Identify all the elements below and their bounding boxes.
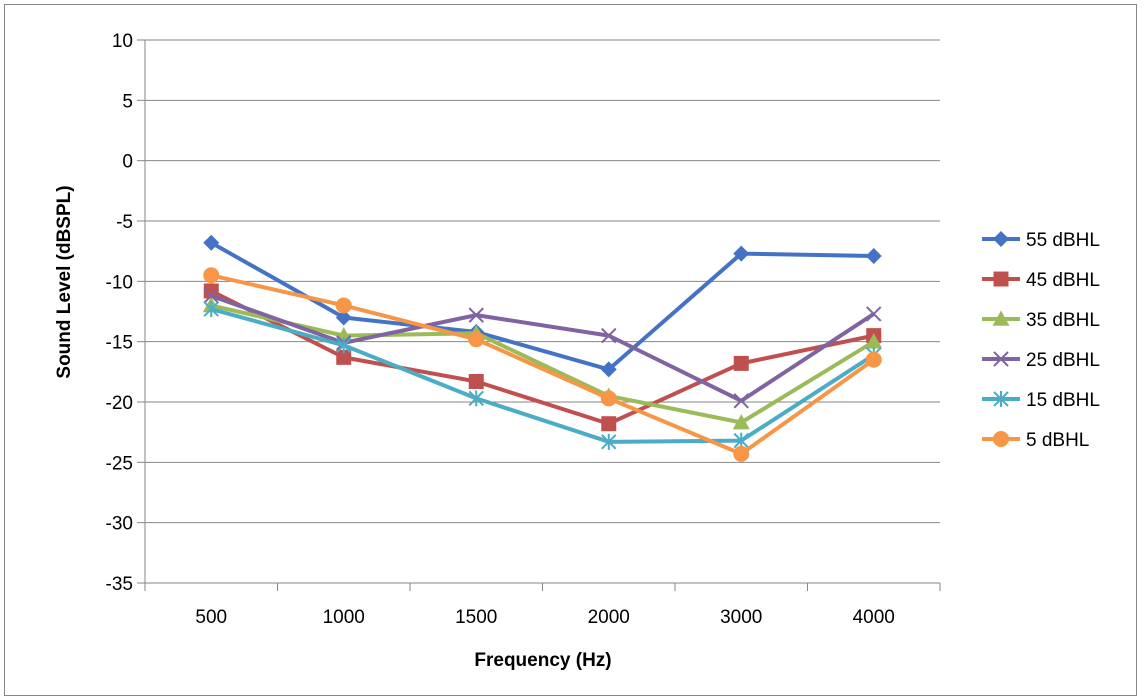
- x-tick-label: 1000: [323, 607, 365, 628]
- x-tick-label: 1500: [455, 607, 497, 628]
- data-point-marker: [203, 234, 220, 251]
- x-tick-label: 2000: [588, 607, 630, 628]
- gridlines: [145, 39, 940, 524]
- data-point-marker: [733, 355, 749, 371]
- legend-marker-icon: [993, 271, 1009, 287]
- series-line: [210, 240, 874, 372]
- x-tick-label: 3000: [720, 607, 762, 628]
- series-line: [210, 273, 875, 456]
- y-tick-label: -20: [106, 393, 133, 414]
- data-point-marker: [733, 245, 750, 262]
- series-line: [210, 303, 875, 425]
- data-point-marker: [600, 390, 617, 407]
- legend-entry: 45 dBHL: [982, 270, 1100, 291]
- y-tick-label: -35: [106, 574, 133, 595]
- data-point-marker: [865, 333, 883, 349]
- y-tick-label: -25: [106, 453, 133, 474]
- data-point-marker: [468, 373, 484, 389]
- data-point-marker: [203, 301, 219, 318]
- x-tick-label: 500: [195, 607, 227, 628]
- data-point-marker: [468, 390, 484, 407]
- data-point-marker: [335, 297, 352, 314]
- y-tick-label: -10: [106, 272, 133, 293]
- axes: 10 5 0 -5 -10 -15 -20 -25 -30 -35 500 1000 1500 2000 3…: [106, 31, 941, 628]
- data-point-marker: [336, 337, 352, 354]
- y-axis-title: Sound Level (dBSPL): [54, 185, 75, 378]
- data-point-marker: [865, 247, 882, 264]
- y-tick-label: -30: [106, 514, 133, 535]
- data-point-marker: [336, 349, 352, 365]
- series-line: [210, 293, 875, 403]
- legend-label: 5 dBHL: [1026, 430, 1089, 451]
- series-15-dbhl: [203, 301, 882, 450]
- chart-frame: [4, 4, 1137, 696]
- legend-entry: 5 dBHL: [982, 430, 1089, 451]
- y-tick-label: -5: [116, 212, 133, 233]
- legend-label: 25 dBHL: [1026, 350, 1100, 371]
- data-point-marker: [601, 433, 617, 450]
- data-point-marker: [601, 327, 617, 344]
- data-point-marker: [203, 283, 219, 299]
- y-tick-label: 0: [122, 152, 133, 173]
- data-point-marker: [733, 445, 750, 462]
- series-35-dbhl: [202, 296, 883, 430]
- y-tick-label: -15: [106, 333, 133, 354]
- legend-entry: 35 dBHL: [982, 310, 1100, 331]
- legend-marker-icon: [992, 310, 1010, 326]
- legend-entry: 55 dBHL: [982, 230, 1100, 251]
- data-point-marker: [203, 267, 220, 284]
- legend-marker-icon: [993, 231, 1009, 247]
- data-point-marker: [203, 288, 219, 304]
- data-point-marker: [335, 309, 352, 326]
- data-point-marker: [468, 331, 485, 348]
- legend-label: 15 dBHL: [1026, 390, 1100, 411]
- legend: 55 dBHL 45 dBHL 35 dBHL 25 dBHL 15 dBHL 5 dBH…: [982, 230, 1100, 451]
- series-line: [210, 289, 875, 426]
- legend-marker-icon: [993, 351, 1009, 367]
- legend-entry: 15 dBHL: [982, 390, 1100, 411]
- legend-marker-icon: [993, 431, 1009, 447]
- legend-label: 35 dBHL: [1026, 310, 1100, 331]
- data-point-marker: [732, 414, 750, 430]
- series-group: [202, 234, 883, 462]
- series-line: [210, 307, 875, 444]
- legend-label: 45 dBHL: [1026, 270, 1100, 291]
- data-point-marker: [600, 361, 617, 378]
- legend-marker-icon: [993, 391, 1009, 407]
- x-tick-label: 4000: [853, 607, 895, 628]
- data-point-marker: [601, 416, 617, 432]
- y-tick-label: 5: [122, 91, 133, 112]
- y-tick-label: 10: [112, 31, 133, 52]
- series-5-dbhl: [203, 267, 882, 462]
- data-point-marker: [865, 351, 882, 368]
- data-point-marker: [733, 393, 749, 409]
- series-45-dbhl: [203, 283, 882, 432]
- legend-entry: 25 dBHL: [982, 350, 1100, 371]
- legend-label: 55 dBHL: [1026, 230, 1100, 251]
- data-point-marker: [866, 306, 882, 322]
- x-axis-title: Frequency (Hz): [474, 650, 611, 671]
- data-point-marker: [468, 307, 484, 323]
- series-25-dbhl: [203, 288, 882, 409]
